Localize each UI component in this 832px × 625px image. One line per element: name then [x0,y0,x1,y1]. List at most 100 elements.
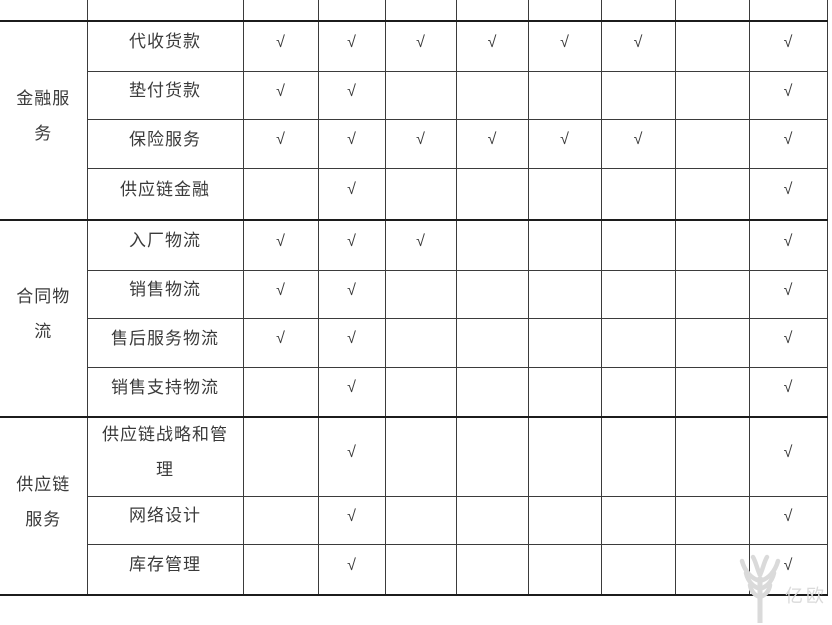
service-name-cell: 供应链战略和管理 [86,416,244,497]
empty-cell [527,543,602,596]
empty-cell [674,167,750,221]
empty-cell [384,495,457,545]
empty-cell [674,20,750,72]
service-name-cell: 保险服务 [86,118,244,169]
header-cell [600,0,676,22]
check-cell: √ [317,20,386,72]
empty-cell [455,366,529,418]
check-cell: √ [317,317,386,368]
check-cell: √ [748,219,828,271]
empty-cell [384,269,457,319]
check-cell: √ [527,20,602,72]
empty-cell [384,317,457,368]
check-cell: √ [455,118,529,169]
empty-cell [674,70,750,120]
check-cell: √ [600,20,676,72]
header-cell [242,0,319,22]
empty-cell [455,70,529,120]
table-row: 售后服务物流 √ √ √ [0,317,828,368]
header-row [0,0,828,22]
empty-cell [384,70,457,120]
table-row: 合同物流 入厂物流 √ √ √ √ [0,219,828,418]
check-cell: √ [748,543,828,596]
service-name-cell: 垫付货款 [86,70,244,120]
empty-cell [527,70,602,120]
empty-cell [242,366,319,418]
empty-cell [455,495,529,545]
table-row: 库存管理 √ √ [0,543,828,596]
check-cell: √ [317,269,386,319]
empty-cell [527,219,602,271]
check-cell: √ [527,118,602,169]
table-row: 金融服务 代收货款 √ √ √ √ √ √ √ [0,20,828,221]
table-row: 保险服务 √ √ √ √ √ √ √ [0,118,828,169]
check-cell: √ [317,366,386,418]
empty-cell [455,219,529,271]
empty-cell [674,543,750,596]
check-cell: √ [317,416,386,497]
empty-cell [384,543,457,596]
empty-cell [674,219,750,271]
table-body: 金融服务 代收货款 √ √ √ √ √ √ √ 垫付货款 √ √ √ 保险服务 √ √ √ √ √ √ √ 供应链金融 √ √… [0,20,828,596]
check-cell: √ [748,269,828,319]
empty-cell [384,416,457,497]
empty-cell [674,269,750,319]
check-cell: √ [748,167,828,221]
check-cell: √ [455,20,529,72]
empty-cell [455,543,529,596]
service-name-cell: 代收货款 [86,20,244,72]
empty-cell [674,416,750,497]
category-cell: 金融服务 [0,20,88,221]
empty-cell [674,118,750,169]
empty-cell [384,167,457,221]
empty-cell [527,495,602,545]
service-name-cell: 售后服务物流 [86,317,244,368]
table-row: 销售物流 √ √ √ [0,269,828,319]
header-cell [86,0,244,22]
service-matrix-table: 金融服务 代收货款 √ √ √ √ √ √ √ 垫付货款 √ √ √ 保险服务 √ √ √ √ √ √ √ 供应链金融 √ √… [0,0,828,596]
empty-cell [600,543,676,596]
check-cell: √ [748,495,828,545]
empty-cell [455,317,529,368]
header-cell [748,0,828,22]
empty-cell [600,317,676,368]
empty-cell [600,70,676,120]
check-cell: √ [242,269,319,319]
empty-cell [455,416,529,497]
check-cell: √ [748,20,828,72]
empty-cell [600,269,676,319]
service-name-cell: 入厂物流 [86,219,244,271]
service-name-cell: 库存管理 [86,543,244,596]
check-cell: √ [317,118,386,169]
empty-cell [600,366,676,418]
check-cell: √ [242,219,319,271]
empty-cell [384,366,457,418]
header-cell [455,0,529,22]
table-row: 供应链服务 供应链战略和管理 √ √ [0,416,828,596]
empty-cell [242,495,319,545]
empty-cell [527,269,602,319]
empty-cell [242,416,319,497]
check-cell: √ [242,70,319,120]
empty-cell [674,495,750,545]
table-row: 供应链金融 √ √ [0,167,828,221]
empty-cell [527,366,602,418]
empty-cell [674,317,750,368]
empty-cell [674,366,750,418]
check-cell: √ [748,118,828,169]
empty-cell [527,416,602,497]
empty-cell [600,167,676,221]
header-cell [0,0,88,22]
header-cell [527,0,602,22]
check-cell: √ [384,118,457,169]
empty-cell [242,167,319,221]
empty-cell [242,543,319,596]
check-cell: √ [384,20,457,72]
check-cell: √ [317,70,386,120]
check-cell: √ [317,495,386,545]
service-name-cell: 销售支持物流 [86,366,244,418]
empty-cell [600,416,676,497]
check-cell: √ [317,219,386,271]
category-cell: 供应链服务 [0,416,88,596]
